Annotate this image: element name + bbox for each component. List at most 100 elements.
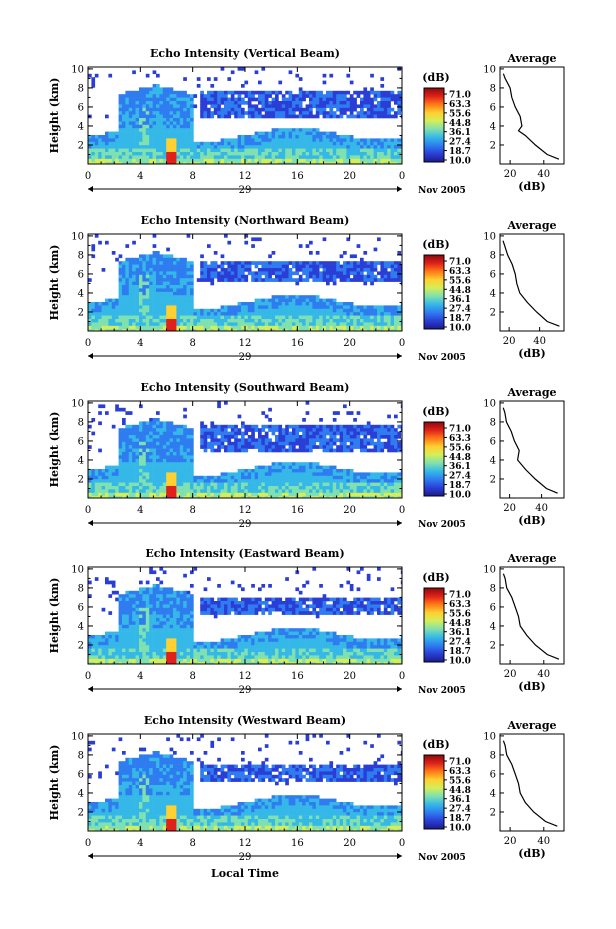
heatmap-cell [183, 128, 187, 132]
heatmap-cell [135, 441, 140, 446]
heatmap-cell [271, 162, 276, 164]
x-tick-label: 0 [399, 338, 405, 349]
heatmap-cell [353, 472, 357, 477]
heatmap-cell [268, 312, 272, 316]
heatmap-cell [315, 135, 320, 139]
heatmap-cell [319, 445, 323, 449]
heatmap-cell [247, 322, 252, 327]
heatmap-cell [275, 162, 279, 164]
heatmap-cell [132, 452, 136, 456]
heatmap-cell [166, 298, 170, 303]
heatmap-cell [139, 138, 143, 143]
heatmap-cell [390, 155, 395, 160]
heatmap-cell [227, 448, 232, 453]
heatmap-cell [380, 77, 385, 81]
heatmap-cell [268, 131, 272, 136]
heatmap-cell [217, 107, 221, 112]
heatmap-cell [152, 107, 157, 112]
heatmap-cell [139, 479, 143, 483]
heatmap-cell [298, 469, 303, 473]
heatmap-cell [322, 101, 327, 105]
heatmap-cell [217, 448, 221, 453]
heatmap-cell [383, 271, 388, 276]
heatmap-cell [241, 155, 245, 160]
heatmap-cell [278, 448, 283, 453]
heatmap-cell [213, 431, 218, 436]
heatmap-cell [159, 278, 164, 282]
heatmap-cell [288, 114, 293, 119]
heatmap-cell [360, 445, 364, 449]
heatmap-cell [247, 479, 252, 483]
heatmap-cell [159, 421, 164, 426]
heatmap-cell [281, 298, 286, 303]
heatmap-cell [292, 138, 296, 143]
heatmap-cell [122, 472, 126, 477]
heatmap-cell [285, 90, 289, 95]
heatmap-cell [190, 465, 194, 470]
heatmap-cell [193, 141, 198, 146]
heatmap-cell [295, 428, 300, 432]
heatmap-cell [244, 240, 249, 245]
heatmap-cell [176, 458, 181, 463]
heatmap-cell [145, 489, 150, 494]
heatmap-cell [203, 435, 208, 439]
heatmap-cell [176, 431, 181, 436]
heatmap-cell [149, 312, 153, 316]
heatmap-cell [295, 438, 300, 443]
heatmap-cell [173, 479, 177, 483]
heatmap-cell [346, 90, 351, 95]
heatmap-cell [278, 101, 283, 105]
heatmap-cell [98, 158, 102, 163]
heatmap-cell [88, 148, 92, 153]
heatmap-cell [251, 107, 255, 112]
heatmap-cell [281, 302, 286, 306]
heatmap-cell [128, 312, 133, 316]
heatmap-cell [179, 445, 184, 449]
heatmap-cell [125, 424, 130, 429]
heatmap-cell [145, 138, 150, 143]
heatmap-cell [169, 264, 174, 269]
heatmap-cell [210, 431, 215, 436]
heatmap-cell [122, 418, 126, 422]
heatmap-cell [278, 90, 283, 95]
heatmap-cell [234, 475, 238, 480]
heatmap-cell [125, 131, 130, 136]
avg-y-tick-label: 8 [490, 83, 496, 94]
heatmap-cell [94, 489, 99, 494]
heatmap-cell [220, 308, 225, 313]
heatmap-cell [346, 479, 351, 483]
heatmap-cell [254, 131, 259, 136]
heatmap-cell [139, 329, 143, 331]
heatmap-cell [169, 465, 174, 470]
heatmap-cell [186, 305, 191, 310]
heatmap-cell [356, 431, 361, 436]
heatmap-cell [173, 452, 177, 456]
heatmap-cell [281, 489, 286, 494]
heatmap-cell [343, 152, 347, 156]
heatmap-cell [285, 441, 289, 446]
heatmap-cell [108, 155, 113, 160]
heatmap-cell [292, 319, 296, 323]
heatmap-cell [261, 90, 266, 95]
heatmap-cell [397, 138, 402, 143]
heatmap-cell [88, 152, 92, 156]
heatmap-cell [125, 135, 130, 139]
heatmap-cell [285, 424, 289, 429]
heatmap-cell [156, 101, 160, 105]
heatmap-cell [166, 482, 170, 487]
heatmap-cell [302, 312, 306, 316]
heatmap-cell [377, 107, 381, 112]
heatmap-cell [111, 325, 116, 330]
heatmap-cell [108, 469, 113, 473]
heatmap-cell [196, 158, 201, 163]
heatmap-cell [281, 128, 286, 132]
heatmap-cell [275, 104, 279, 109]
heatmap-cell [128, 257, 133, 262]
heatmap-cell [145, 486, 150, 490]
heatmap-cell [224, 114, 228, 119]
heatmap-cell [336, 325, 340, 330]
heatmap-cell [339, 441, 344, 446]
colorbar-tick-label: 71.0 [449, 258, 471, 268]
heatmap-cell [162, 135, 167, 139]
heatmap-cell [305, 329, 310, 331]
